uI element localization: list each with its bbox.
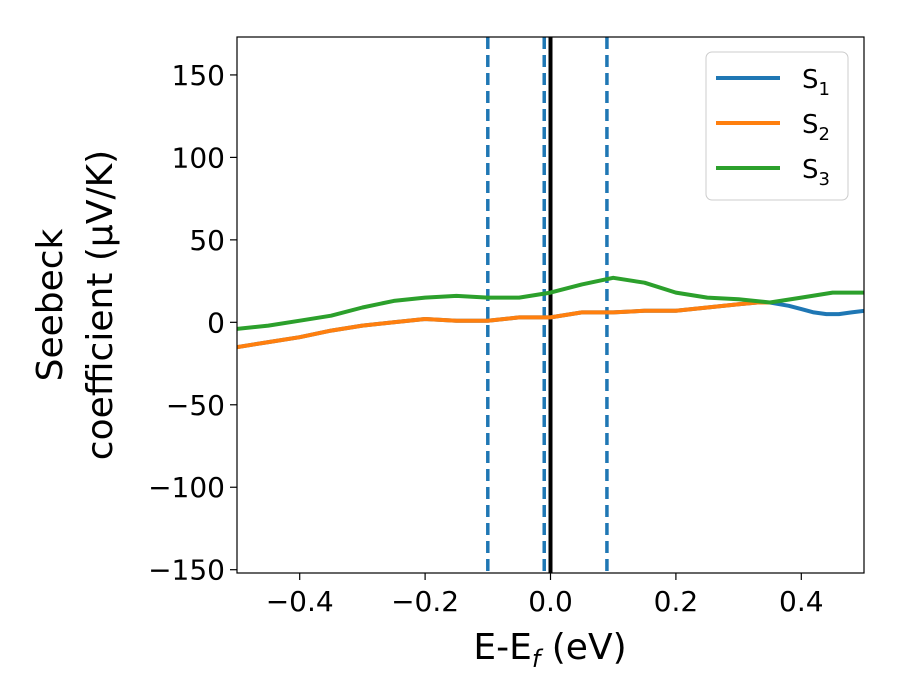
y-axis-label-line2: coefficient (μV/K) — [80, 150, 121, 460]
y-tick-label: 0 — [207, 306, 225, 339]
x-tick-label: 0.4 — [779, 585, 824, 618]
legend: S1 S2 S3 — [705, 51, 849, 201]
y-tick-label: 100 — [172, 141, 225, 174]
x-axis: −0.4 −0.2 0.0 0.2 0.4 — [266, 573, 824, 618]
legend-label-s1: S1 — [802, 65, 830, 100]
x-tick-label: −0.4 — [266, 585, 334, 618]
y-axis: −150 −100 −50 0 50 100 150 — [148, 59, 237, 587]
legend-box — [705, 51, 849, 201]
reference-lines — [486, 37, 609, 573]
series-line-s2 — [237, 300, 772, 350]
legend-label-s3: S3 — [802, 155, 830, 190]
legend-label-s2: S2 — [802, 110, 830, 145]
y-axis-label: Seebeck coefficient (μV/K) — [30, 150, 121, 460]
x-axis-label: E-Ef (eV) — [473, 627, 626, 673]
x-tick-label: 0.2 — [654, 585, 699, 618]
series-layer — [237, 275, 864, 350]
y-tick-label: 50 — [189, 224, 225, 257]
y-axis-label-line1: Seebeck — [30, 228, 71, 381]
x-tick-label: 0.0 — [528, 585, 573, 618]
y-tick-label: −100 — [148, 471, 225, 504]
y-tick-label: −50 — [166, 389, 225, 422]
series-line-s3 — [237, 275, 864, 331]
x-tick-label: −0.2 — [391, 585, 459, 618]
y-tick-label: 150 — [172, 59, 225, 92]
y-tick-label: −150 — [148, 554, 225, 587]
